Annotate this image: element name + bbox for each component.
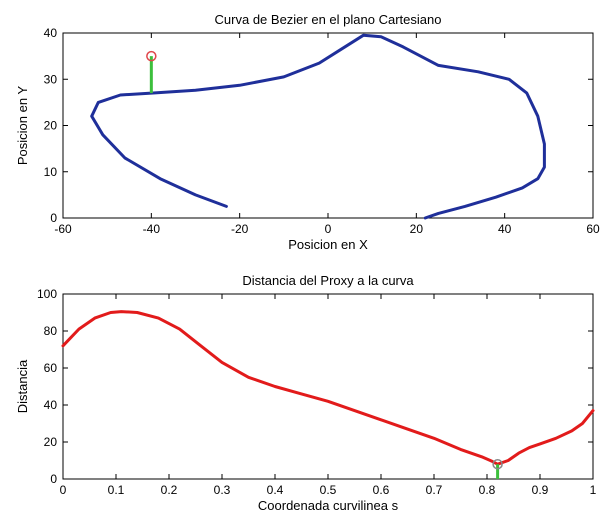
- chart2-xtick-label: 0.9: [532, 483, 549, 497]
- chart2-ytick-label: 40: [44, 398, 58, 412]
- chart1-xtick-label: 40: [498, 222, 512, 236]
- chart1-title: Curva de Bezier en el plano Cartesiano: [215, 12, 442, 27]
- chart2-ytick-label: 0: [50, 472, 57, 486]
- chart1-ylabel: Posicion en Y: [15, 86, 30, 166]
- chart1-xlabel: Posicion en X: [288, 237, 368, 252]
- chart2-xtick-label: 1: [590, 483, 597, 497]
- chart2: Distancia del Proxy a la curva 0 0.1 0.2 0.3…: [15, 273, 597, 513]
- chart2-xtick-label: 0: [60, 483, 67, 497]
- chart2-proxy-marker: [492, 458, 503, 470]
- chart2-xtick-label: 0.5: [320, 483, 337, 497]
- chart2-xtick-label: 0.6: [373, 483, 390, 497]
- chart2-axes-box: [62, 293, 594, 480]
- chart2-xtick-label: 0.7: [426, 483, 443, 497]
- chart1-xtick-label: -60: [54, 222, 72, 236]
- chart1-xtick-label: 20: [410, 222, 424, 236]
- chart2-xtick-label: 0.4: [267, 483, 284, 497]
- chart2-ytick-label: 80: [44, 324, 58, 338]
- chart1-xtick-label: 60: [586, 222, 600, 236]
- chart2-title: Distancia del Proxy a la curva: [242, 273, 414, 288]
- chart1: Curva de Bezier en el plano Cartesiano -6…: [15, 12, 600, 252]
- chart2-xlabel: Coordenada curvilinea s: [258, 498, 399, 513]
- chart2-xtick-label: 0.2: [161, 483, 178, 497]
- chart2-xtick-label: 0.1: [108, 483, 125, 497]
- chart1-xtick-label: -40: [143, 222, 161, 236]
- chart2-ytick-label: 60: [44, 361, 58, 375]
- chart1-xtick-label: 0: [325, 222, 332, 236]
- chart1-ytick-label: 40: [44, 26, 58, 40]
- chart1-ytick-label: 10: [44, 165, 58, 179]
- chart1-ytick-label: 20: [44, 119, 58, 133]
- chart2-ytick-label: 20: [44, 435, 58, 449]
- chart2-ytick-label: 100: [37, 287, 57, 301]
- chart1-series-line: [90, 33, 546, 220]
- chart1-xtick-label: -20: [231, 222, 249, 236]
- chart1-ytick-label: 0: [50, 211, 57, 225]
- chart2-ylabel: Distancia: [15, 359, 30, 413]
- chart2-xtick-label: 0.8: [479, 483, 496, 497]
- chart2-series-line: [61, 310, 595, 466]
- chart2-xtick-label: 0.3: [214, 483, 231, 497]
- chart1-ytick-label: 30: [44, 72, 58, 86]
- chart1-proxy-marker: [146, 50, 157, 62]
